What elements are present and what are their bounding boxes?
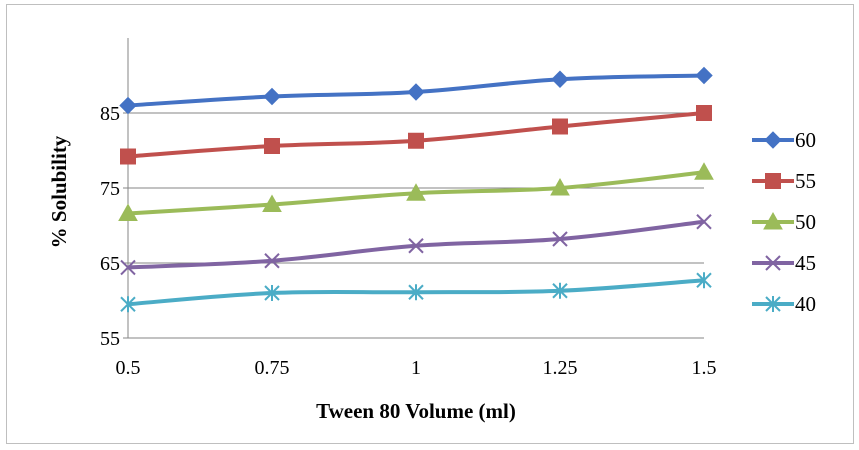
legend-label-45: 45 — [795, 251, 816, 275]
legend-label-60: 60 — [795, 128, 816, 152]
y-tick-85: 85 — [100, 103, 120, 125]
series-60 — [119, 66, 713, 115]
legend-marker-55 — [765, 173, 781, 189]
point-60-1 — [407, 83, 425, 101]
point-60-0.5 — [119, 96, 137, 115]
point-45-0.5 — [120, 259, 136, 276]
y-tick-75: 75 — [100, 178, 120, 200]
point-55-1.25 — [552, 118, 568, 135]
point-50-1 — [406, 183, 426, 201]
point-50-1.25 — [550, 177, 570, 196]
point-45-0.75 — [264, 253, 280, 269]
point-55-0.75 — [264, 138, 280, 154]
point-40-1.5 — [696, 272, 712, 289]
series-40 — [120, 272, 712, 313]
legend-item-60: 60 — [752, 128, 816, 152]
legend-label-50: 50 — [795, 210, 816, 234]
point-45-1 — [408, 238, 424, 254]
series-55 — [120, 105, 712, 165]
legend-label-55: 55 — [795, 169, 816, 193]
point-50-0.5 — [118, 203, 138, 221]
series-45 — [120, 214, 712, 276]
point-50-0.75 — [262, 194, 282, 212]
legend-item-55: 55 — [752, 169, 816, 193]
chart-frame — [6, 4, 854, 444]
legend: 60 55 50 45 40 — [752, 128, 816, 316]
x-tick-labels: 0.5 0.75 1 1.25 1.5 — [116, 357, 717, 379]
y-axis-title: % Solubility — [47, 135, 71, 248]
legend-item-45: 45 — [752, 251, 816, 275]
point-55-0.5 — [120, 148, 136, 165]
legend-label-40: 40 — [795, 292, 816, 316]
legend-item-40: 40 — [752, 292, 816, 316]
point-40-0.5 — [120, 296, 136, 313]
legend-item-50: 50 — [752, 210, 816, 234]
axes — [123, 38, 704, 339]
legend-marker-50 — [763, 211, 783, 230]
legend-marker-40 — [765, 296, 781, 312]
point-40-1.25 — [552, 282, 568, 299]
point-60-1.25 — [551, 70, 569, 88]
x-tick-0.5: 0.5 — [116, 357, 141, 379]
x-tick-1.5: 1.5 — [692, 357, 717, 379]
x-tick-1.25: 1.25 — [543, 357, 578, 379]
x-tick-1: 1 — [411, 357, 421, 379]
y-tick-55: 55 — [100, 328, 120, 350]
legend-marker-60 — [764, 131, 782, 149]
point-45-1.5 — [696, 214, 712, 230]
x-tick-0.75: 0.75 — [255, 357, 290, 379]
point-60-0.75 — [263, 87, 281, 106]
point-45-1.25 — [552, 231, 568, 247]
y-tick-labels: 55 65 75 85 — [100, 103, 120, 350]
series-50 — [118, 162, 714, 221]
point-55-1 — [408, 132, 424, 149]
point-55-1.5 — [696, 105, 712, 121]
y-tick-65: 65 — [100, 253, 120, 275]
point-50-1.5 — [694, 162, 714, 180]
x-axis-title: Tween 80 Volume (ml) — [316, 399, 516, 423]
series-group — [118, 66, 714, 313]
point-40-0.75 — [264, 285, 280, 301]
legend-marker-45 — [765, 255, 781, 271]
point-60-1.5 — [695, 66, 713, 85]
point-40-1 — [408, 284, 424, 301]
